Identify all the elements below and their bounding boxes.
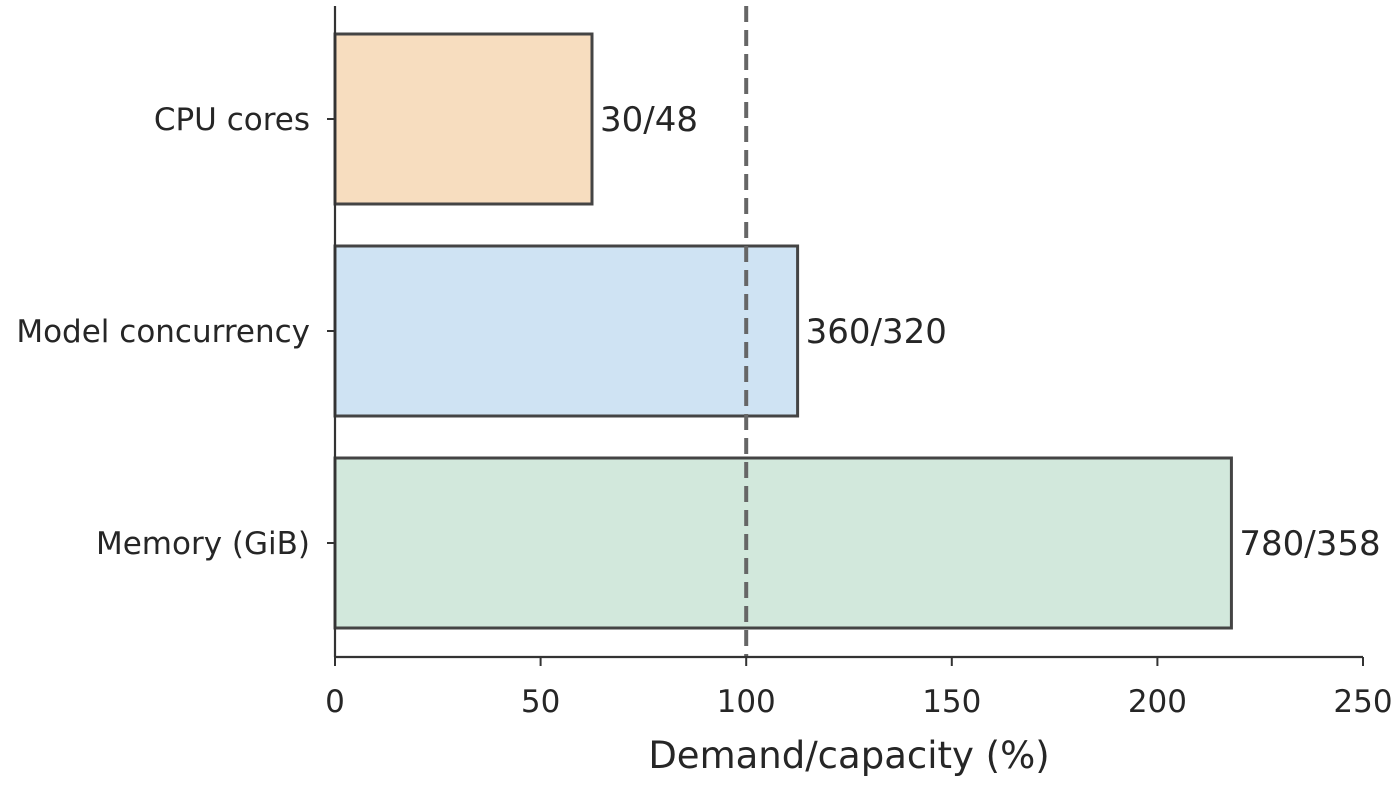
bars-layer <box>333 32 1233 630</box>
bar-model-concurrency <box>333 244 800 418</box>
x-axis-title: Demand/capacity (%) <box>648 734 1049 777</box>
bar-cpu-cores <box>333 32 594 206</box>
data-labels-layer: 30/48 360/320 780/358 <box>600 100 1381 564</box>
x-tick-label-200: 200 <box>1128 684 1187 720</box>
y-tick-label-model-concurrency: Model concurrency <box>16 314 310 350</box>
x-tick-label-250: 250 <box>1333 684 1392 720</box>
data-label-cpu-cores: 30/48 <box>600 100 698 140</box>
x-tick-label-0: 0 <box>325 684 345 720</box>
data-label-memory-gib: 780/358 <box>1239 524 1380 564</box>
x-tick-label-50: 50 <box>521 684 560 720</box>
y-tick-label-memory-gib: Memory (GiB) <box>96 526 310 562</box>
bar-memory-gib <box>333 456 1233 630</box>
data-label-model-concurrency: 360/320 <box>806 312 947 352</box>
x-axis-ticks: 0 50 100 150 200 250 <box>325 657 1393 720</box>
y-tick-label-cpu-cores: CPU cores <box>154 102 310 138</box>
x-tick-label-100: 100 <box>717 684 776 720</box>
y-axis-ticks: CPU cores Model concurrency Memory (GiB) <box>16 102 335 562</box>
x-tick-label-150: 150 <box>922 684 981 720</box>
